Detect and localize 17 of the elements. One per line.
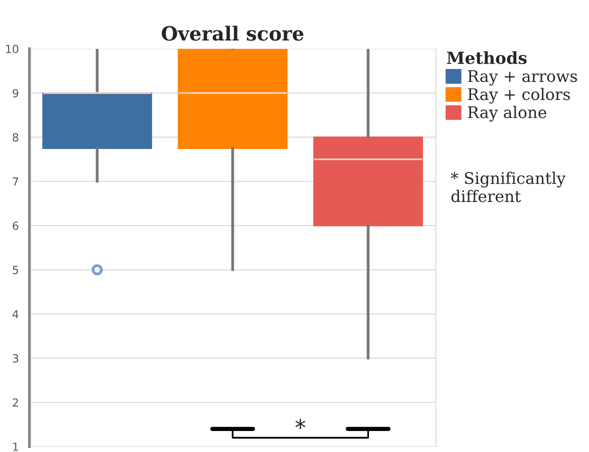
chart-title: Overall score: [162, 26, 304, 41]
legend-label: Ray + arrows: [468, 70, 578, 86]
y-tick-label: 3: [12, 354, 18, 363]
y-tick-label: 9: [12, 88, 18, 98]
y-tick-label: 8: [12, 133, 18, 142]
legend-label: Ray + colors: [468, 88, 570, 104]
annotation: *: [296, 418, 306, 429]
y-tick-label: 10: [6, 44, 18, 54]
y-tick-label: 7: [12, 178, 18, 186]
legend-label: Ray alone: [468, 106, 546, 122]
y-tick-label: 4: [12, 310, 18, 318]
y-tick-label: 6: [12, 222, 18, 230]
legend-title: Methods: [447, 51, 527, 64]
y-tick-label: 2: [12, 398, 18, 407]
text: * Significantly different: [450, 172, 566, 202]
y-tick-label: 1: [13, 442, 18, 451]
y-tick-label: 5: [12, 266, 18, 274]
